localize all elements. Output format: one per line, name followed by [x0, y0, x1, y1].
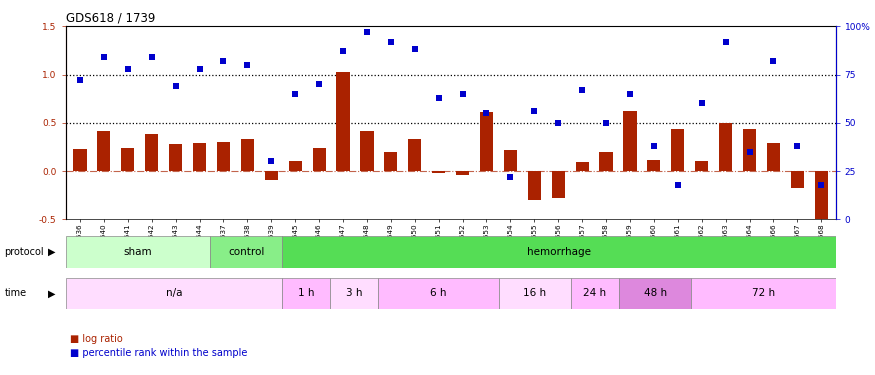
Bar — [74, 149, 87, 171]
Point — [97, 54, 111, 60]
Bar — [480, 112, 494, 171]
Point — [456, 91, 470, 97]
Bar — [193, 143, 206, 171]
Bar — [282, 278, 331, 309]
Bar — [312, 148, 326, 171]
Bar — [743, 129, 756, 171]
Text: ■ log ratio: ■ log ratio — [70, 334, 122, 344]
Bar — [599, 152, 612, 171]
Point — [718, 39, 732, 45]
Point — [480, 110, 494, 116]
Bar — [719, 123, 732, 171]
Point — [528, 108, 542, 114]
Bar — [66, 236, 210, 268]
Point — [264, 158, 278, 164]
Point — [647, 143, 661, 149]
Text: 72 h: 72 h — [752, 288, 775, 298]
Text: 3 h: 3 h — [346, 288, 362, 298]
Bar — [648, 160, 661, 171]
Point — [743, 149, 757, 155]
Bar — [528, 171, 541, 200]
Point — [431, 95, 445, 101]
Point — [790, 143, 804, 149]
Text: GDS618 / 1739: GDS618 / 1739 — [66, 11, 155, 24]
Point — [169, 83, 183, 89]
Bar — [571, 278, 620, 309]
Text: protocol: protocol — [4, 247, 44, 257]
Bar — [695, 161, 708, 171]
Point — [241, 62, 255, 68]
Bar — [815, 171, 828, 224]
Bar — [337, 72, 350, 171]
Point — [360, 29, 374, 35]
Bar — [456, 171, 469, 175]
Point — [575, 87, 589, 93]
Point — [312, 81, 326, 87]
Text: 16 h: 16 h — [523, 288, 546, 298]
Point — [815, 182, 829, 188]
Text: 48 h: 48 h — [644, 288, 667, 298]
Bar — [408, 139, 422, 171]
Point — [216, 58, 230, 64]
Bar — [241, 139, 254, 171]
Bar — [432, 171, 445, 173]
Bar — [145, 134, 158, 171]
Point — [766, 58, 780, 64]
Bar — [384, 152, 397, 171]
Bar — [265, 171, 278, 180]
Text: sham: sham — [123, 247, 152, 257]
Text: n/a: n/a — [165, 288, 182, 298]
Text: time: time — [4, 288, 26, 298]
Text: ▶: ▶ — [48, 288, 56, 298]
Text: control: control — [228, 247, 264, 257]
Bar — [169, 144, 182, 171]
Bar — [66, 278, 282, 309]
Point — [121, 66, 135, 72]
Text: ▶: ▶ — [48, 247, 56, 257]
Bar — [623, 111, 636, 171]
Point — [671, 182, 685, 188]
Bar — [766, 143, 780, 171]
Bar — [504, 150, 517, 171]
Point — [503, 174, 517, 180]
Point — [192, 66, 206, 72]
Bar — [289, 161, 302, 171]
Point — [408, 46, 422, 53]
Point — [695, 100, 709, 106]
Text: 6 h: 6 h — [430, 288, 447, 298]
Bar — [97, 130, 110, 171]
Bar — [576, 162, 589, 171]
Bar — [331, 278, 379, 309]
Bar — [691, 278, 836, 309]
Bar — [671, 129, 684, 171]
Bar — [379, 278, 499, 309]
Point — [384, 39, 398, 45]
Bar — [551, 171, 564, 198]
Point — [599, 120, 613, 126]
Point — [288, 91, 302, 97]
Bar — [122, 148, 135, 171]
Text: 1 h: 1 h — [298, 288, 314, 298]
Point — [73, 77, 87, 83]
Bar — [282, 236, 836, 268]
Bar — [499, 278, 571, 309]
Point — [623, 91, 637, 97]
Bar — [360, 130, 374, 171]
Bar — [791, 171, 804, 188]
Bar — [620, 278, 691, 309]
Text: 24 h: 24 h — [584, 288, 606, 298]
Bar — [210, 236, 282, 268]
Bar — [217, 142, 230, 171]
Text: ■ percentile rank within the sample: ■ percentile rank within the sample — [70, 348, 248, 358]
Point — [336, 48, 350, 54]
Point — [551, 120, 565, 126]
Text: hemorrhage: hemorrhage — [527, 247, 591, 257]
Point — [144, 54, 158, 60]
